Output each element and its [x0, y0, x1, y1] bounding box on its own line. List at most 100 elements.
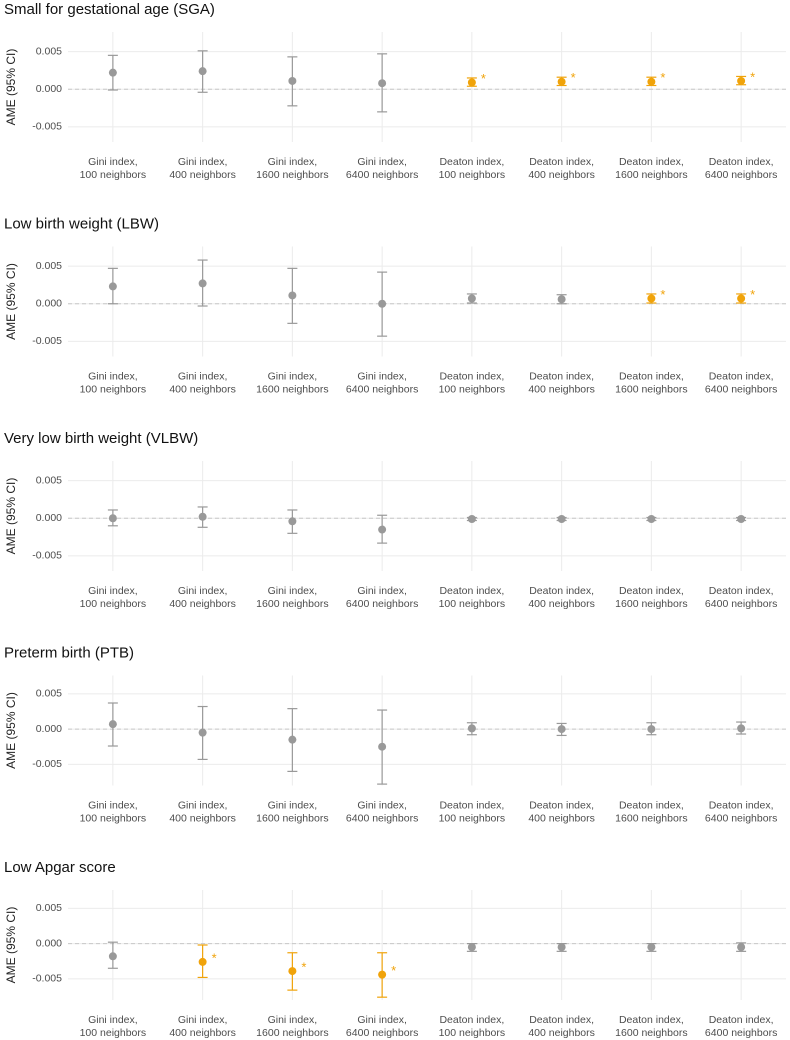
y-axis-label: AME (95% CI) [4, 49, 18, 126]
point [288, 76, 297, 85]
y-tick-label: -0.005 [32, 973, 62, 985]
point [737, 724, 746, 733]
x-tick-label: Gini index, [88, 585, 138, 597]
x-tick-label: 6400 neighbors [705, 383, 777, 395]
point [378, 79, 387, 88]
x-tick-label: Gini index, [88, 156, 138, 168]
point [198, 728, 207, 737]
x-tick-label: Deaton index, [529, 1014, 594, 1026]
y-axis-label: AME (95% CI) [4, 263, 18, 340]
point [737, 515, 746, 524]
panel-title: Low Apgar score [4, 859, 116, 876]
x-tick-label: 100 neighbors [80, 169, 147, 181]
point [108, 720, 117, 729]
x-tick-label: 100 neighbors [80, 812, 147, 824]
x-tick-label: 400 neighbors [169, 812, 236, 824]
x-tick-label: Gini index, [88, 370, 138, 382]
x-tick-label: Deaton index, [709, 370, 774, 382]
panel-title: Preterm birth (PTB) [4, 645, 134, 662]
significance-marker: * [301, 960, 306, 975]
x-tick-label: Deaton index, [709, 585, 774, 597]
x-tick-label: Gini index, [178, 799, 228, 811]
panel-title: Low birth weight (LBW) [4, 216, 159, 233]
x-tick-label: Gini index, [357, 156, 407, 168]
x-tick-label: 400 neighbors [528, 383, 595, 395]
y-tick-label: -0.005 [32, 550, 62, 562]
x-tick-label: Deaton index, [529, 156, 594, 168]
point [108, 68, 117, 77]
point [557, 515, 566, 524]
x-tick-label: Gini index, [88, 1014, 138, 1026]
x-tick-label: Gini index, [178, 1014, 228, 1026]
x-tick-label: 6400 neighbors [346, 169, 418, 181]
x-tick-label: 6400 neighbors [346, 812, 418, 824]
point [198, 279, 207, 288]
y-tick-label: 0.000 [36, 723, 62, 735]
significance-marker: * [750, 69, 755, 84]
x-tick-label: Gini index, [178, 156, 228, 168]
x-tick-label: 1600 neighbors [615, 812, 687, 824]
panel-title: Very low birth weight (VLBW) [4, 430, 198, 447]
x-tick-label: 400 neighbors [528, 598, 595, 610]
point [198, 512, 207, 521]
point [108, 952, 117, 961]
point [737, 294, 746, 303]
y-tick-label: -0.005 [32, 758, 62, 770]
x-tick-label: Gini index, [268, 1014, 318, 1026]
x-tick-label: Deaton index, [439, 156, 504, 168]
significance-marker: * [660, 70, 665, 85]
x-tick-label: Gini index, [357, 585, 407, 597]
point [288, 735, 297, 744]
y-axis-label: AME (95% CI) [4, 692, 18, 769]
x-tick-label: Deaton index, [529, 585, 594, 597]
significance-marker: * [481, 71, 486, 86]
x-tick-label: 6400 neighbors [705, 812, 777, 824]
x-tick-label: Gini index, [357, 370, 407, 382]
x-tick-label: 6400 neighbors [705, 169, 777, 181]
x-tick-label: 1600 neighbors [256, 169, 328, 181]
panel-title: Small for gestational age (SGA) [4, 1, 215, 18]
y-tick-label: -0.005 [32, 335, 62, 347]
x-tick-label: Gini index, [268, 370, 318, 382]
y-tick-label: 0.000 [36, 937, 62, 949]
x-tick-label: Gini index, [268, 585, 318, 597]
point [378, 525, 387, 534]
x-tick-label: 100 neighbors [439, 812, 506, 824]
y-tick-label: -0.005 [32, 121, 62, 133]
x-tick-label: Gini index, [357, 799, 407, 811]
x-tick-label: 400 neighbors [169, 383, 236, 395]
point [737, 76, 746, 85]
y-tick-label: 0.005 [36, 902, 62, 914]
point [378, 742, 387, 751]
x-tick-label: 1600 neighbors [256, 1027, 328, 1039]
x-tick-label: Gini index, [268, 156, 318, 168]
point [288, 291, 297, 300]
x-tick-label: Deaton index, [619, 156, 684, 168]
x-tick-label: 100 neighbors [439, 598, 506, 610]
x-tick-label: 100 neighbors [80, 1027, 147, 1039]
x-tick-label: Deaton index, [439, 585, 504, 597]
significance-marker: * [571, 70, 576, 85]
x-tick-label: 6400 neighbors [346, 383, 418, 395]
x-tick-label: Deaton index, [619, 1014, 684, 1026]
significance-marker: * [212, 950, 217, 965]
x-tick-label: 1600 neighbors [256, 598, 328, 610]
point [378, 970, 387, 979]
point [467, 78, 476, 87]
point [557, 295, 566, 304]
x-tick-label: Deaton index, [439, 1014, 504, 1026]
point [288, 517, 297, 526]
x-tick-label: 6400 neighbors [346, 598, 418, 610]
point [108, 282, 117, 291]
point [557, 943, 566, 952]
significance-marker: * [750, 287, 755, 302]
x-tick-label: Deaton index, [709, 799, 774, 811]
x-tick-label: Gini index, [178, 370, 228, 382]
y-tick-label: 0.000 [36, 83, 62, 95]
x-tick-label: Gini index, [268, 799, 318, 811]
y-tick-label: 0.000 [36, 298, 62, 310]
x-tick-label: Deaton index, [709, 156, 774, 168]
point [198, 957, 207, 966]
